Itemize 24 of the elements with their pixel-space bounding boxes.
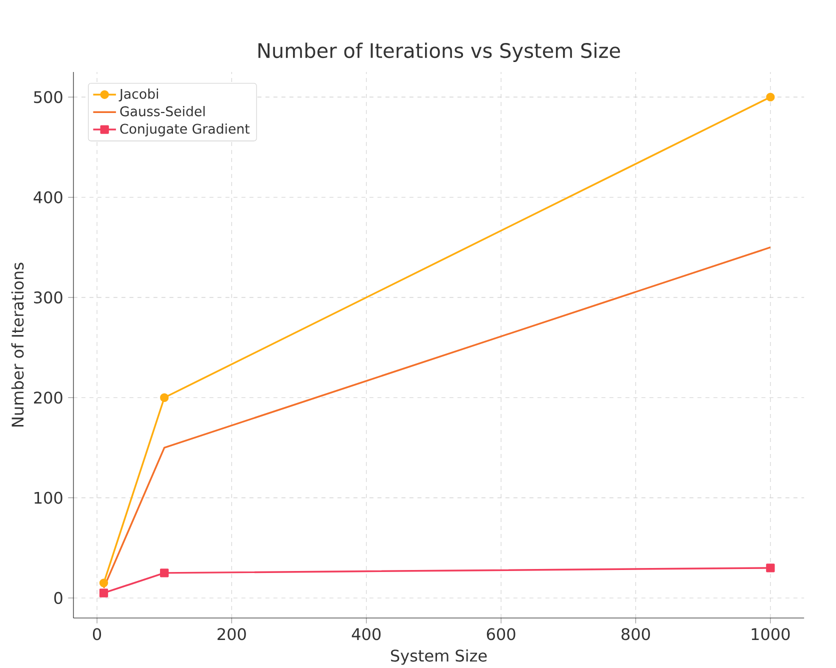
point xyxy=(766,92,775,102)
point xyxy=(766,564,775,572)
x-axis-title: System Size xyxy=(391,649,487,665)
legend-label: Conjugate Gradient xyxy=(120,123,250,136)
point xyxy=(99,578,108,588)
point xyxy=(160,393,169,402)
y-tick-label: 200 xyxy=(34,392,62,404)
x-tick-label: 600 xyxy=(486,628,516,640)
x-tick-label: 800 xyxy=(622,628,650,640)
x-tick-label: 200 xyxy=(218,628,246,640)
point xyxy=(99,588,108,598)
x-tick-label: 1000 xyxy=(752,628,790,640)
y-tick-label: 0 xyxy=(54,592,62,604)
y-axis-title: Number of Iterations xyxy=(11,262,24,426)
legend-label: Jacobi xyxy=(118,88,158,102)
y-tick-label: 300 xyxy=(34,291,62,304)
x-tick-label: 0 xyxy=(92,628,102,640)
point xyxy=(160,568,169,578)
chart-title: Number of Iterations vs System Size xyxy=(258,42,620,62)
y-tick-label: 400 xyxy=(34,191,62,204)
y-tick-label: 100 xyxy=(34,492,62,504)
y-tick-label: 500 xyxy=(34,91,62,104)
x-tick-label: 400 xyxy=(352,628,381,640)
legend-label: Gauss-Seidel xyxy=(120,106,205,116)
